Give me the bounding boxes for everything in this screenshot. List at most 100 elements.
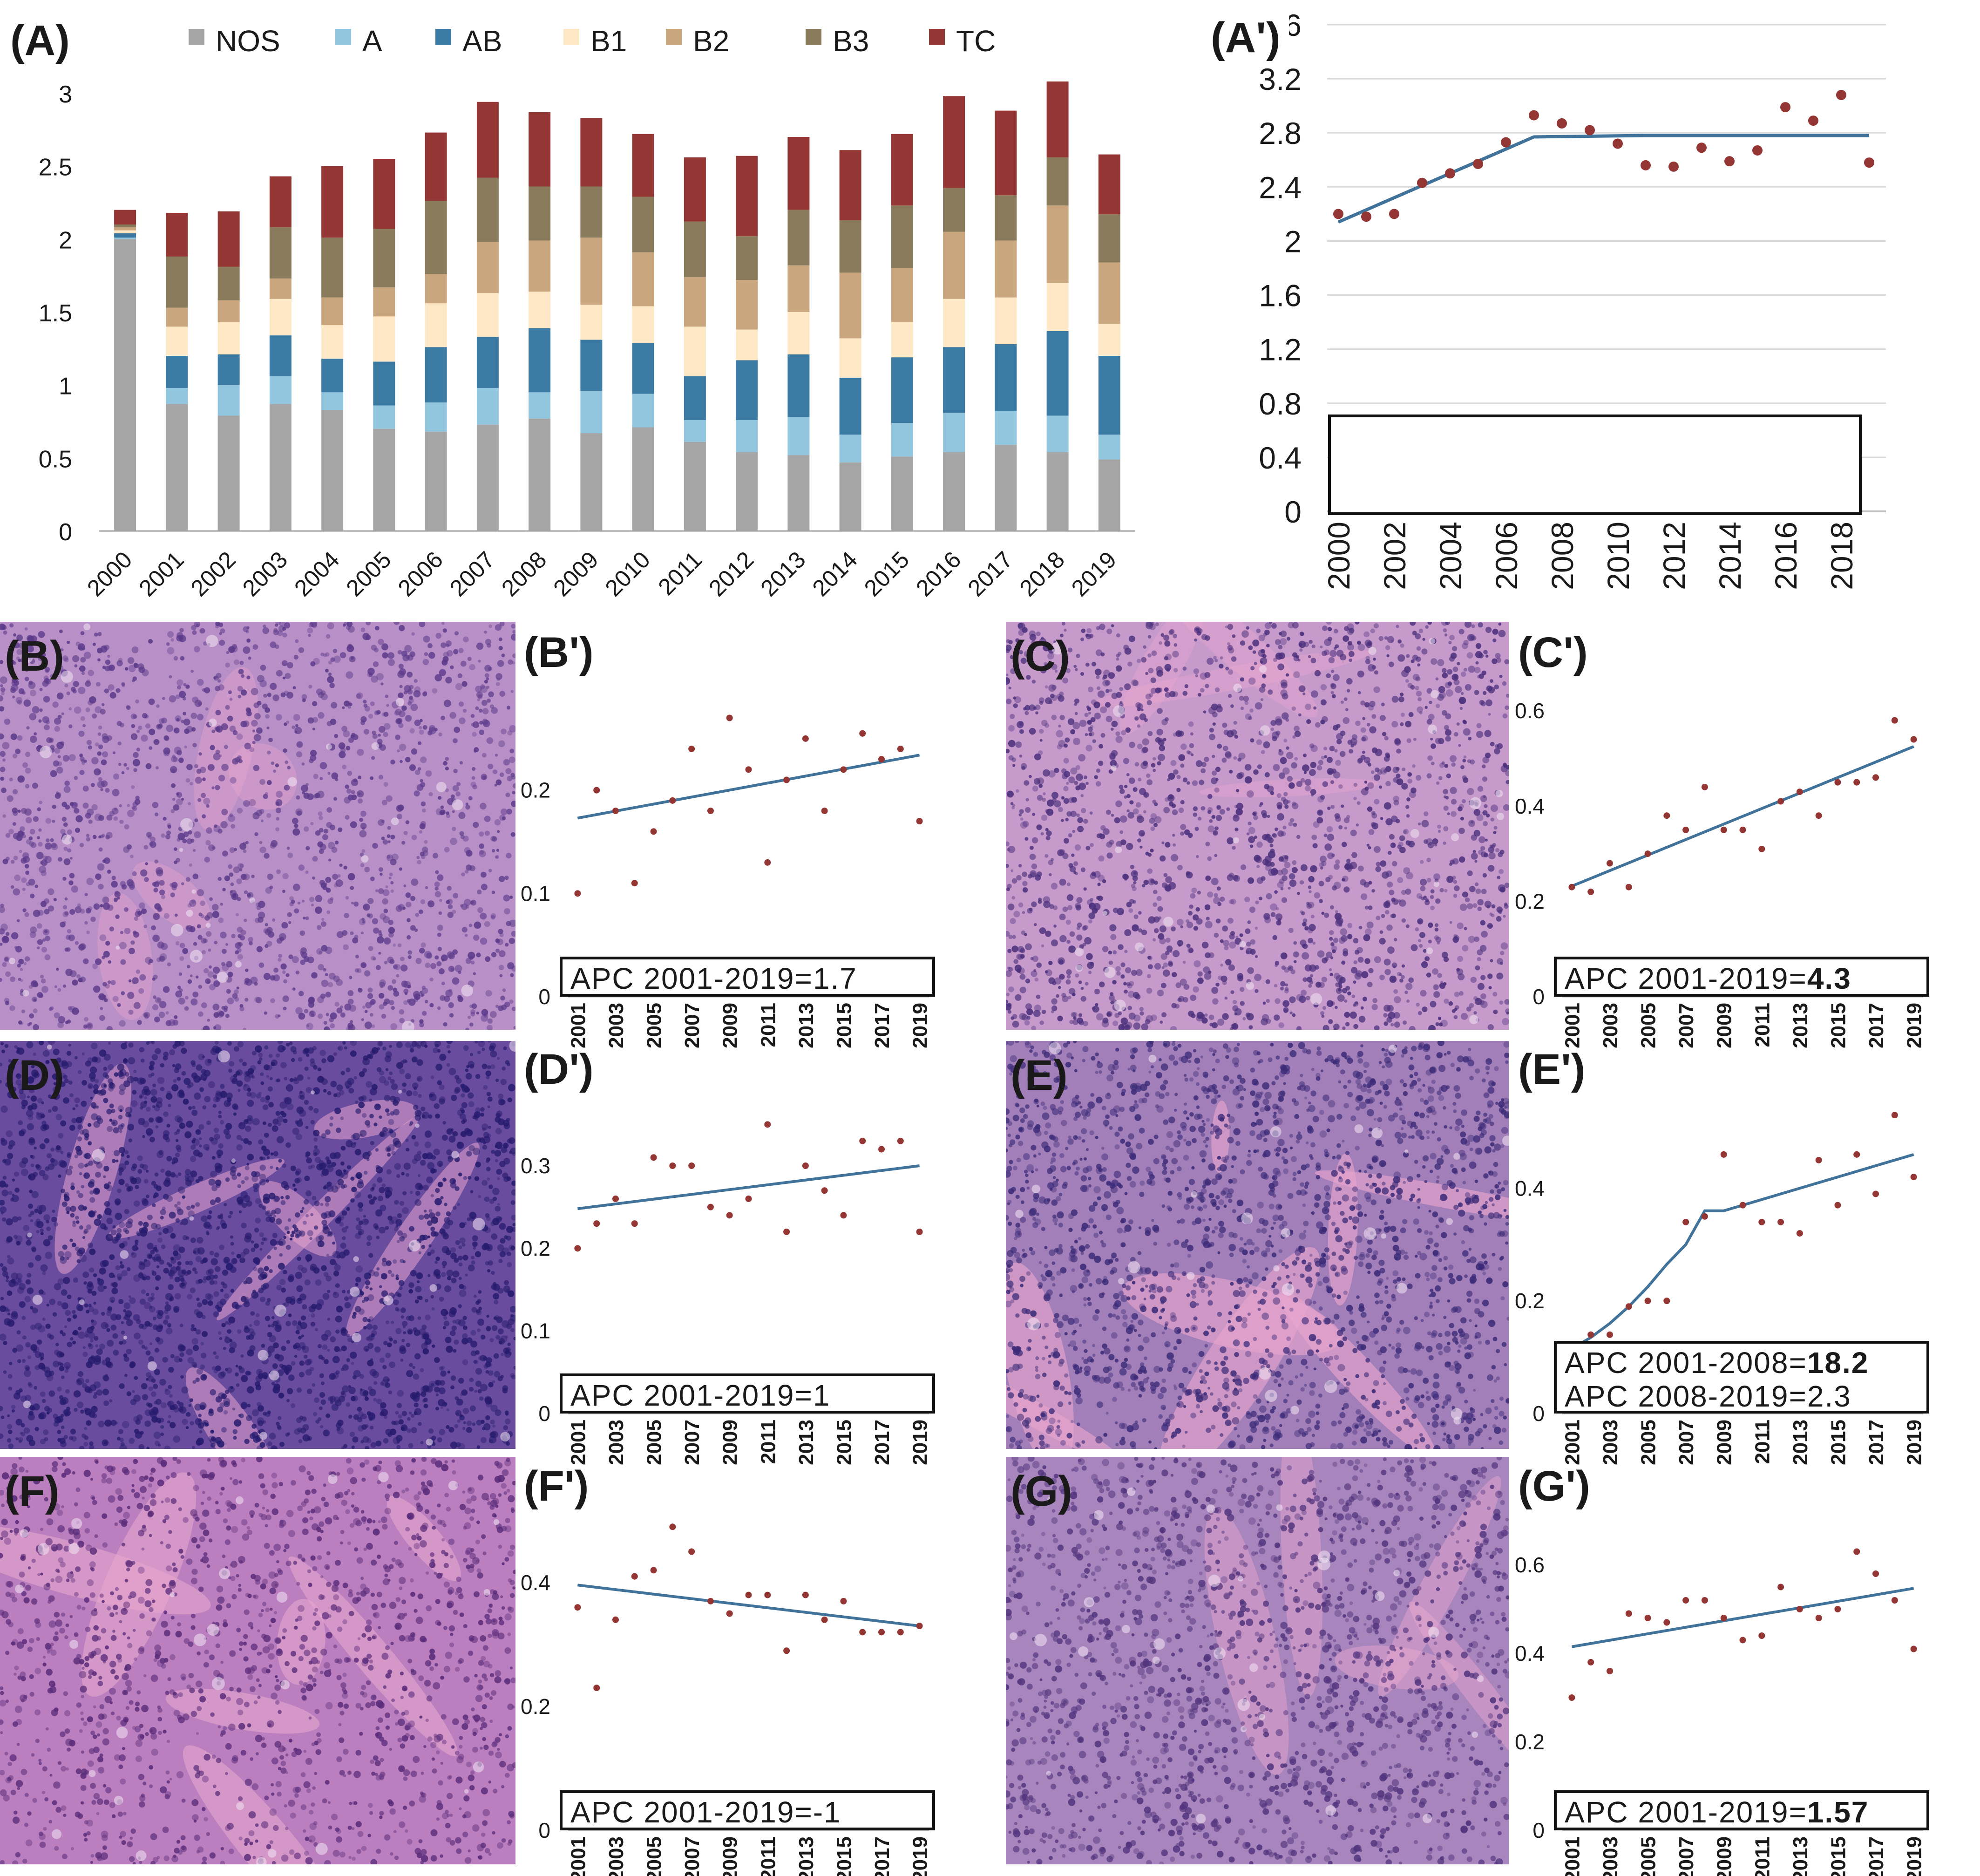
cell-nucleus	[287, 662, 293, 669]
cell-nucleus	[1362, 717, 1366, 720]
cell-nucleus	[1373, 623, 1379, 629]
cell-nucleus	[1282, 712, 1289, 720]
bar-segment-a	[632, 394, 654, 428]
cell-nucleus	[1356, 947, 1363, 953]
cell-nucleus	[1364, 702, 1370, 707]
cell-nucleus	[1051, 883, 1058, 890]
cell-nucleus	[376, 965, 381, 970]
cell-nucleus	[1043, 901, 1051, 908]
cell-nucleus	[1391, 721, 1398, 727]
cell-nucleus	[47, 888, 54, 895]
cell-nucleus	[1403, 867, 1410, 874]
cell-nucleus	[1250, 666, 1255, 671]
cell-nucleus	[170, 1422, 176, 1428]
bar-segment-tc	[1098, 154, 1120, 215]
cell-nucleus	[1078, 754, 1086, 761]
cell-nucleus	[299, 951, 304, 955]
cell-nucleus	[97, 751, 102, 756]
cell-nucleus	[1182, 960, 1186, 964]
cell-nucleus	[329, 683, 335, 688]
cell-nucleus	[464, 870, 469, 874]
bar-segment-nos	[684, 442, 706, 531]
cell-nucleus	[1006, 992, 1010, 997]
y-tick-label: 2	[1284, 224, 1302, 258]
cell-nucleus	[1459, 698, 1465, 704]
cell-nucleus	[1, 936, 9, 944]
cell-nucleus	[111, 876, 116, 880]
cell-nucleus	[1105, 715, 1112, 722]
cell-nucleus	[499, 815, 506, 821]
cell-nucleus	[1139, 1011, 1144, 1016]
cell-nucleus	[298, 647, 305, 653]
cell-nucleus	[346, 788, 352, 794]
cell-nucleus	[1229, 769, 1233, 774]
cell-nucleus	[1146, 773, 1151, 778]
cell-nucleus	[184, 1006, 189, 1011]
cell-nucleus	[1137, 743, 1143, 749]
cell-nucleus	[379, 1004, 385, 1010]
cell-nucleus	[1490, 741, 1495, 747]
cell-nucleus	[1270, 791, 1275, 795]
cell-nucleus	[441, 1261, 448, 1266]
cell-nucleus	[136, 748, 140, 752]
cell-nucleus	[484, 631, 487, 634]
cell-nucleus	[1087, 727, 1093, 732]
x-tick-label: 2003	[237, 546, 292, 601]
cell-nucleus	[192, 873, 199, 880]
cell-nucleus	[1454, 935, 1460, 941]
cell-nucleus	[475, 1368, 482, 1375]
cell-nucleus	[1368, 763, 1372, 767]
data-point	[631, 1573, 638, 1580]
bar-segment-nos	[114, 239, 136, 531]
cell-nucleus	[1384, 636, 1388, 640]
cell-nucleus	[506, 1226, 514, 1233]
cell-nucleus	[1075, 904, 1081, 911]
cell-nucleus	[389, 1000, 394, 1006]
cell-nucleus	[1120, 1017, 1128, 1025]
cell-nucleus	[1329, 968, 1332, 972]
cell-nucleus	[36, 852, 44, 859]
cell-nucleus	[1302, 764, 1309, 772]
cell-nucleus	[0, 978, 2, 982]
cell-nucleus	[2, 1159, 7, 1163]
cell-nucleus	[1085, 733, 1088, 736]
cell-nucleus	[372, 918, 379, 924]
cell-nucleus	[1214, 826, 1219, 830]
cell-nucleus	[452, 910, 456, 914]
cell-nucleus	[1146, 1015, 1153, 1023]
cell-nucleus	[254, 997, 261, 1003]
cell-nucleus	[1461, 1013, 1468, 1020]
cell-nucleus	[318, 1344, 322, 1348]
cell-nucleus	[295, 1330, 300, 1334]
cell-nucleus	[1247, 967, 1254, 974]
cell-nucleus	[83, 1024, 88, 1029]
cell-nucleus	[1304, 964, 1312, 972]
cell-nucleus	[1150, 677, 1156, 683]
cell-nucleus	[0, 904, 4, 908]
cell-nucleus	[26, 817, 32, 823]
cell-nucleus	[495, 856, 498, 859]
cell-nucleus	[1365, 656, 1370, 660]
cell-nucleus	[1467, 903, 1473, 910]
cell-nucleus	[1019, 729, 1024, 734]
cell-nucleus	[441, 715, 445, 720]
cell-nucleus	[1468, 820, 1476, 827]
cell-nucleus	[1085, 845, 1091, 850]
x-tick-label: 2002	[1377, 522, 1412, 590]
data-point	[1568, 1694, 1575, 1701]
cell-nucleus	[1256, 739, 1262, 745]
cell-nucleus	[67, 848, 71, 853]
data-point	[669, 797, 676, 804]
trend-line	[1337, 134, 1869, 224]
cell-nucleus	[1205, 875, 1211, 881]
cell-nucleus	[407, 955, 412, 959]
bar-segment-b2	[787, 265, 810, 312]
data-point	[1644, 850, 1651, 857]
cell-nucleus	[75, 906, 82, 913]
cell-nucleus	[1141, 930, 1147, 936]
cell-nucleus	[1230, 704, 1234, 708]
cell-nucleus	[450, 1252, 457, 1259]
cell-nucleus	[233, 866, 240, 873]
cell-nucleus	[213, 676, 217, 680]
cell-nucleus	[1312, 865, 1315, 869]
